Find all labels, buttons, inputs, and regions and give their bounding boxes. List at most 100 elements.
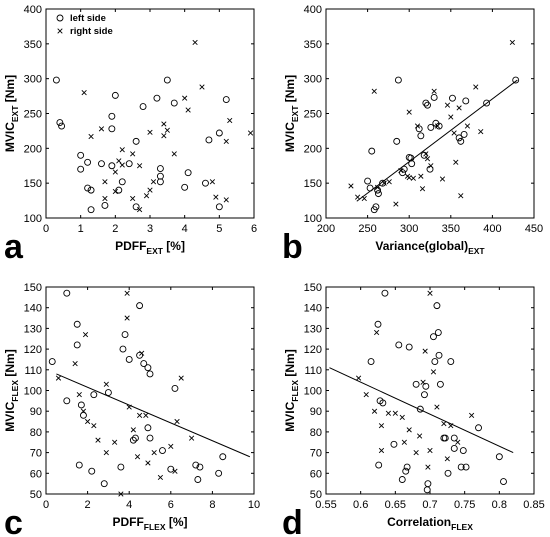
y-tick-label: 150 <box>304 178 322 190</box>
data-point-right-side <box>102 195 108 202</box>
data-point-right-side <box>419 186 426 192</box>
data-point-left-side <box>447 358 455 365</box>
data-point-right-side <box>81 89 87 96</box>
x-marker-stroke <box>398 168 404 174</box>
data-point-left-side <box>495 453 503 461</box>
x-marker-stroke <box>458 193 464 199</box>
x-marker-stroke <box>223 138 229 144</box>
data-point-right-side <box>444 102 451 108</box>
x-marker-stroke <box>145 460 151 466</box>
data-point-left-side <box>118 178 126 186</box>
data-point-right-side <box>448 423 454 429</box>
data-point-right-side <box>102 179 108 185</box>
x-marker-stroke <box>55 375 62 381</box>
y-axis-label-sub: FLEX <box>290 380 300 402</box>
data-point-left-side <box>156 172 164 180</box>
data-point-right-side <box>103 449 109 456</box>
x-marker-stroke <box>413 449 419 456</box>
data-point-left-side <box>144 424 152 432</box>
data-point-right-side <box>76 392 82 398</box>
y-tick-label: 100 <box>304 386 322 398</box>
data-point-right-side <box>124 290 130 296</box>
data-point-right-side <box>147 129 153 135</box>
x-marker-stroke <box>130 427 136 433</box>
x-marker-stroke <box>414 123 421 129</box>
data-point-left-side <box>146 434 154 442</box>
y-tick-label: 250 <box>24 109 42 121</box>
data-point-left-side <box>215 469 223 477</box>
x-marker-stroke <box>136 163 143 169</box>
y-tick-label: 300 <box>304 74 322 86</box>
data-point-right-side <box>168 443 174 450</box>
data-point-left-side <box>108 112 116 120</box>
data-point-right-side <box>188 435 195 441</box>
y-tick-label: 50 <box>310 489 322 501</box>
data-point-left-side <box>372 203 380 211</box>
data-point-left-side <box>136 302 144 310</box>
x-marker-stroke <box>147 129 153 135</box>
y-tick-label: 150 <box>24 178 42 190</box>
data-point-left-side <box>98 160 105 168</box>
data-point-left-side <box>415 125 423 133</box>
data-point-left-side <box>405 343 413 351</box>
data-point-left-side <box>403 463 411 471</box>
data-point-left-side <box>73 341 81 349</box>
data-point-right-side <box>424 156 431 162</box>
data-point-left-side <box>77 165 85 173</box>
data-point-left-side <box>219 453 227 461</box>
x-tick-label: 0.65 <box>385 499 406 511</box>
data-point-right-side <box>448 114 454 120</box>
data-point-right-side <box>182 95 188 101</box>
data-point-left-side <box>512 76 520 84</box>
x-marker-stroke <box>464 123 471 129</box>
data-point-right-side <box>404 173 411 179</box>
data-point-right-side <box>112 169 118 175</box>
data-point-right-side <box>150 179 157 185</box>
data-point-left-side <box>87 206 95 214</box>
data-point-left-side <box>87 186 95 194</box>
data-point-right-side <box>468 412 475 418</box>
x-marker-stroke <box>453 159 459 165</box>
data-point-right-side <box>453 159 459 165</box>
data-point-right-side <box>509 39 515 46</box>
data-point-right-side <box>416 433 423 439</box>
data-point-left-side <box>73 320 81 328</box>
panel-label: b <box>282 228 303 266</box>
data-point-right-side <box>223 138 229 144</box>
x-marker-stroke <box>88 133 94 140</box>
x-marker-stroke <box>393 201 399 207</box>
x-tick-label: 400 <box>483 223 501 235</box>
data-point-left-side <box>455 134 463 142</box>
y-axis-label-unit: [Nm] <box>283 349 297 380</box>
data-point-right-side <box>392 410 398 416</box>
x-marker-stroke <box>81 89 87 96</box>
x-tick-label: 350 <box>442 223 460 235</box>
x-marker-stroke <box>354 194 361 200</box>
x-marker-stroke <box>247 130 254 136</box>
x-marker-stroke <box>112 439 118 445</box>
data-point-right-side <box>84 418 91 425</box>
x-tick-label: 300 <box>400 223 418 235</box>
x-marker-stroke <box>136 207 143 213</box>
data-point-left-side <box>422 382 430 390</box>
x-axis-label-unit: [%] <box>163 239 185 253</box>
data-point-left-side <box>77 401 85 409</box>
data-point-left-side <box>205 136 213 144</box>
x-marker-stroke <box>371 88 377 94</box>
data-point-left-side <box>156 165 164 172</box>
data-point-right-side <box>161 133 167 139</box>
data-point-left-side <box>215 129 223 137</box>
data-point-right-side <box>430 369 437 375</box>
data-point-left-side <box>364 177 372 185</box>
y-tick-label: 150 <box>304 282 322 294</box>
data-point-left-side <box>125 356 133 363</box>
data-point-right-side <box>145 460 151 466</box>
x-marker-stroke <box>420 379 426 385</box>
y-tick-label: 100 <box>24 213 42 225</box>
data-point-left-side <box>131 434 139 442</box>
data-point-right-side <box>178 375 184 381</box>
x-marker-stroke <box>182 95 188 101</box>
y-axis-label-sub: FLEX <box>10 380 20 402</box>
x-marker-stroke <box>157 474 164 481</box>
